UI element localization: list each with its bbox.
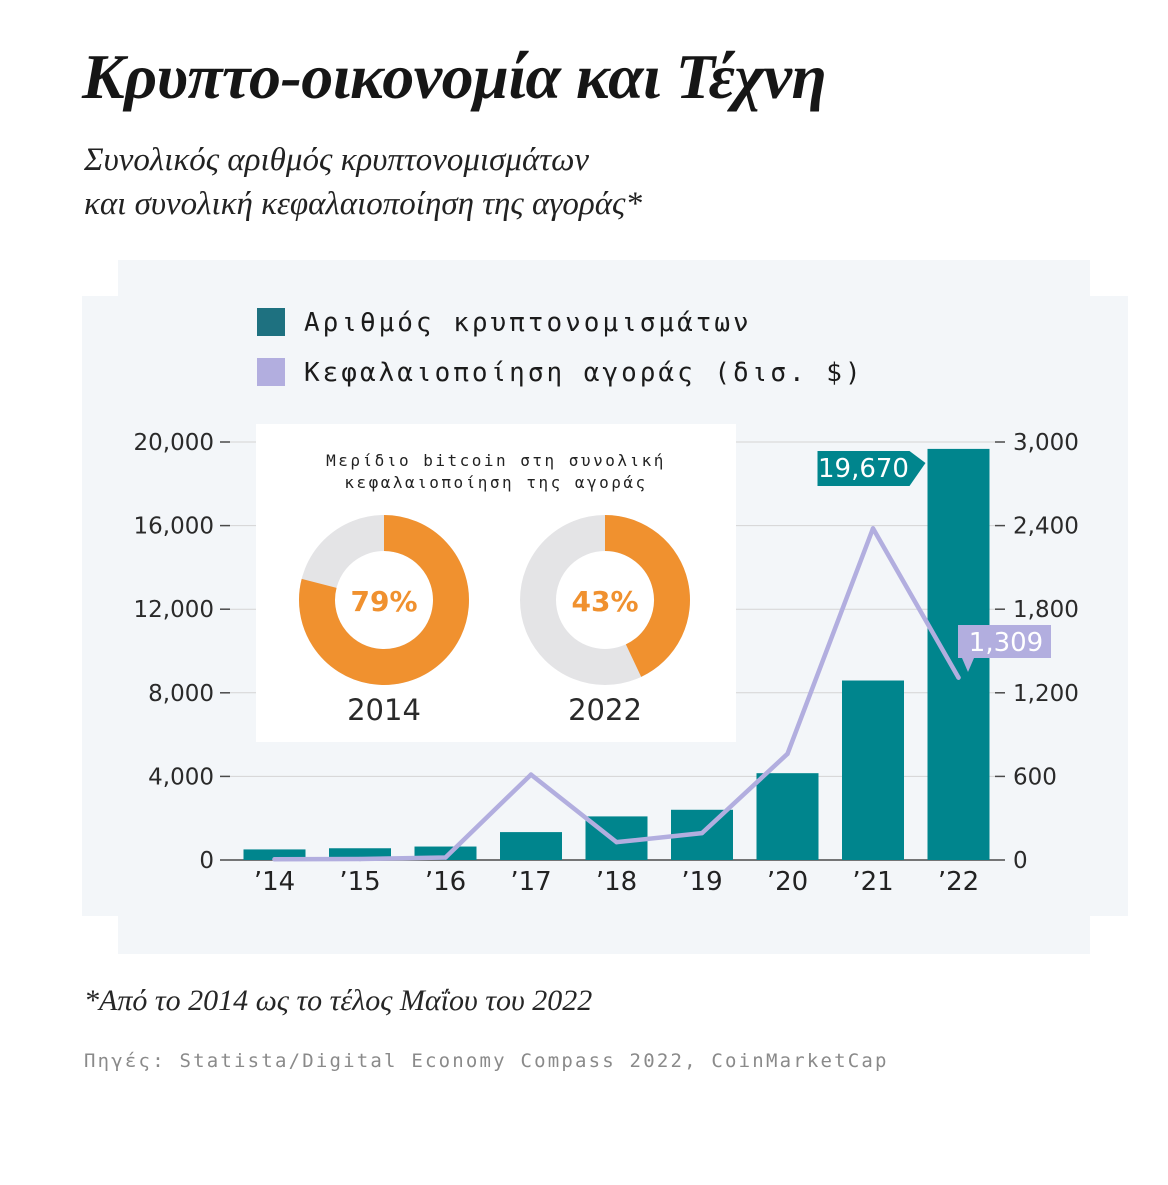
source-note: Πηγές: Statista/Digital Economy Compass … <box>84 1050 889 1072</box>
bar-14 <box>243 849 306 860</box>
line-callout-label: 1,309 <box>969 628 1043 658</box>
left-tick-label-5: 20,000 <box>134 430 214 456</box>
bar-17 <box>500 832 562 860</box>
left-tick-label-3: 12,000 <box>134 597 214 623</box>
line-point-3 <box>443 855 448 860</box>
bar-callout-label: 19,670 <box>818 454 909 484</box>
chart-svg: Αριθμός κρυπτονομισμάτων Κεφαλαιοποίηση α… <box>82 260 1128 954</box>
legend-swatch-2 <box>257 358 285 386</box>
x-tick-label-7: ’20 <box>767 867 808 897</box>
legend-label-2: Κεφαλαιοποίηση αγοράς (δισ. $) <box>304 358 864 388</box>
x-tick-label-8: ’21 <box>852 867 893 897</box>
right-tick-label-5: 3,000 <box>1013 430 1079 456</box>
line-point-7 <box>785 751 790 757</box>
left-tick-label-0: 0 <box>199 848 214 874</box>
legend-swatch-1 <box>257 308 285 336</box>
line-point-8 <box>870 526 876 531</box>
bar-15 <box>329 848 391 860</box>
x-tick-label-6: ’19 <box>681 867 722 897</box>
line-point-6 <box>699 830 705 836</box>
line-callout-box <box>958 625 1051 672</box>
line-point-5 <box>614 839 619 845</box>
subtitle-line-1: Συνολικός αριθμός κρυπτονομισμάτων <box>84 142 590 178</box>
left-tick-label-4: 16,000 <box>134 514 214 540</box>
bar-20 <box>756 773 819 860</box>
x-tick-label-2: ’15 <box>339 867 380 897</box>
donut-2014-bitcoin-slice <box>299 515 469 685</box>
bar-callout-box <box>817 451 926 486</box>
x-tick-label-1: ’14 <box>254 867 295 897</box>
page-subtitle: Συνολικός αριθμός κρυπτονομισμάτων και σ… <box>84 138 642 226</box>
x-tick-label-5: ’18 <box>596 867 637 897</box>
inset-title-line-2: κεφαλαιοποίηση της αγοράς <box>344 473 647 492</box>
donut-2022-bitcoin-slice <box>604 515 690 677</box>
line-point-1 <box>272 857 277 862</box>
footnote: *Από το 2014 ως το τέλος Μαΐου του 2022 <box>84 984 593 1017</box>
inset-title-line-1: Μερίδιο bitcoin στη συνολική <box>326 451 666 470</box>
chart-panel: Αριθμός κρυπτονομισμάτων Κεφαλαιοποίηση α… <box>82 260 1128 954</box>
x-tick-label-9: ’22 <box>938 867 979 897</box>
right-tick-label-1: 600 <box>1013 764 1057 790</box>
line-point-2 <box>357 856 363 862</box>
x-tick-label-4: ’17 <box>510 867 551 897</box>
donut-2014-value-label: 79% <box>350 585 417 618</box>
bar-21 <box>842 680 904 860</box>
right-tick-label-0: 0 <box>1013 848 1028 874</box>
subtitle-line-2: και συνολική κεφαλαιοποίηση της αγοράς* <box>84 186 642 222</box>
x-tick-label-3: ’16 <box>425 867 466 897</box>
right-tick-label-4: 2,400 <box>1013 514 1079 540</box>
left-tick-label-1: 4,000 <box>148 764 214 790</box>
page-title: Κρυπτο-οικονομία και Τέχνη <box>82 41 827 112</box>
left-tick-label-2: 8,000 <box>148 681 214 707</box>
donut-2014-year-label: 2014 <box>347 693 421 727</box>
right-tick-label-2: 1,200 <box>1013 681 1079 707</box>
line-point-9 <box>956 675 961 680</box>
right-tick-label-3: 1,800 <box>1013 597 1079 623</box>
donut-2022-value-label: 43% <box>571 585 638 618</box>
donut-2022-year-label: 2022 <box>568 693 642 727</box>
line-point-4 <box>528 772 534 777</box>
legend-label-1: Αριθμός κρυπτονομισμάτων <box>304 308 752 338</box>
